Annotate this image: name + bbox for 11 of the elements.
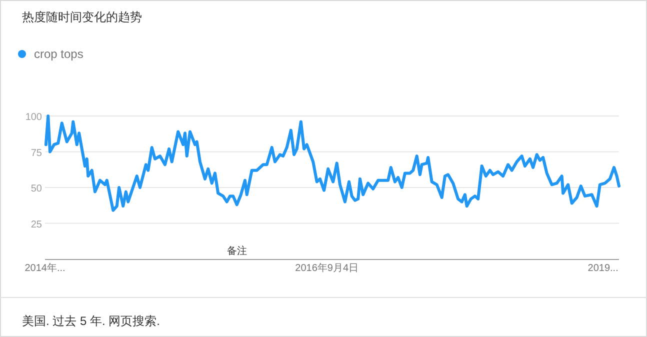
text: 美国. 过去 5 年. 网页搜索.	[22, 314, 160, 328]
chart-title: 热度随时间变化的趋势	[22, 10, 142, 24]
x-tick-label: 2016年9月4日	[295, 262, 359, 274]
annotation: 备注	[227, 245, 247, 257]
x-tick-label: 2014年...	[24, 262, 66, 274]
y-tick-label: 100	[25, 112, 42, 123]
x-tick-label: 2019...	[588, 263, 618, 274]
y-tick-label: 25	[30, 219, 42, 230]
legend-label: crop tops	[34, 47, 84, 61]
y-tick-label: 50	[30, 184, 42, 194]
y-tick-label: 75	[30, 148, 42, 159]
